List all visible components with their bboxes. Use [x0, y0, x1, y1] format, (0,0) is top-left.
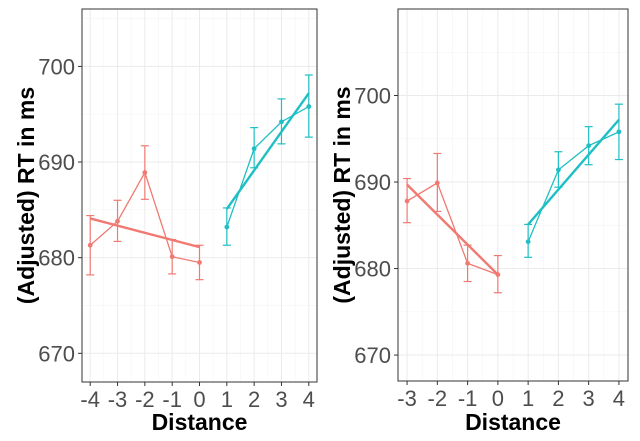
y-tick-label: 700: [354, 84, 391, 109]
panel-border: [397, 8, 629, 382]
data-point: [495, 272, 501, 277]
x-tick-label: -3: [397, 386, 417, 411]
x-axis-title: Distance: [152, 409, 248, 435]
data-point: [434, 180, 440, 186]
x-tick-label: 0: [492, 386, 504, 411]
x-tick-label: 4: [613, 386, 625, 411]
x-tick-label: 2: [248, 387, 260, 412]
data-point: [224, 224, 230, 230]
x-tick-label: 1: [522, 386, 534, 411]
series-line: [406, 181, 499, 276]
y-tick-label: 690: [38, 150, 75, 175]
x-tick-label: 4: [303, 387, 315, 412]
data-point: [115, 218, 120, 224]
data-point: [169, 254, 175, 260]
y-tick-label: 680: [354, 257, 391, 282]
x-tick-label: 3: [583, 386, 595, 411]
x-tick-label: -3: [108, 387, 128, 412]
data-point: [251, 146, 257, 152]
y-axis-title: (Adjusted) RT in ms: [13, 87, 39, 304]
series-2: [524, 103, 623, 258]
data-point: [555, 167, 561, 173]
data-point: [142, 170, 148, 175]
series-1: [403, 152, 502, 294]
data-point: [586, 143, 592, 149]
data-point: [279, 119, 284, 125]
y-axis-title: (Adjusted) RT in ms: [329, 86, 355, 303]
data-point: [465, 260, 471, 266]
fit-line: [89, 217, 200, 249]
data-point: [525, 239, 531, 245]
y-tick-label: 670: [38, 341, 75, 366]
x-tick-label: 0: [193, 387, 205, 412]
data-point: [616, 129, 622, 135]
y-tick-label: 690: [354, 170, 391, 195]
x-tick-label: 2: [552, 386, 564, 411]
data-point: [197, 260, 202, 265]
x-axis-title: Distance: [465, 409, 561, 435]
data-point: [306, 104, 312, 109]
data-point: [87, 242, 93, 248]
fit-line: [225, 92, 310, 210]
data-point: [404, 198, 410, 204]
x-tick-label: -1: [458, 386, 478, 411]
y-tick-label: 700: [38, 54, 75, 79]
x-tick-label: -1: [162, 387, 182, 412]
x-tick-label: -4: [80, 387, 100, 412]
y-tick-label: 680: [38, 246, 75, 271]
x-tick-label: 3: [275, 387, 287, 412]
x-tick-label: -2: [428, 386, 448, 411]
series-1: [86, 145, 204, 281]
fit-line: [406, 183, 499, 276]
series-2: [222, 74, 313, 246]
chart-panel-2: -3 -2 -1 0 1 2 3 4 670 680 690 700 Distance (Adjusted…: [329, 8, 629, 435]
chart-panel-1: -4 -3 -2 -1 0 1 2 3 4 670 680 690 700 Distance (Adjust…: [13, 8, 318, 435]
fit-line: [527, 118, 620, 226]
y-tick-label: 670: [354, 343, 391, 368]
x-tick-label: -2: [135, 387, 155, 412]
x-tick-label: 1: [221, 387, 233, 412]
